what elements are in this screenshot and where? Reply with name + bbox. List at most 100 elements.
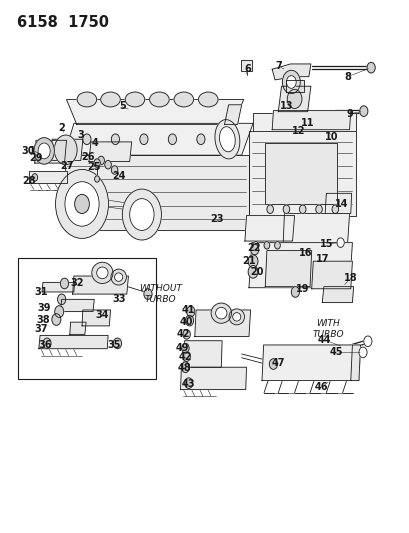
Polygon shape	[35, 140, 66, 163]
Text: 23: 23	[210, 214, 223, 224]
Circle shape	[144, 289, 152, 300]
Ellipse shape	[229, 309, 244, 325]
Circle shape	[181, 343, 189, 353]
Ellipse shape	[77, 92, 97, 107]
Text: 6: 6	[244, 64, 251, 74]
Text: 9: 9	[345, 109, 352, 119]
Circle shape	[105, 160, 111, 169]
Ellipse shape	[219, 127, 235, 152]
Text: 7: 7	[274, 61, 281, 71]
Circle shape	[55, 169, 108, 238]
Circle shape	[111, 166, 117, 174]
Text: 44: 44	[317, 335, 330, 345]
Ellipse shape	[111, 269, 126, 285]
Bar	[18, 258, 156, 379]
Circle shape	[74, 195, 89, 214]
Text: 34: 34	[95, 310, 109, 320]
Text: 29: 29	[29, 154, 43, 163]
Bar	[265, 143, 336, 204]
Text: WITH
TURBO: WITH TURBO	[311, 319, 343, 339]
Polygon shape	[29, 171, 67, 183]
Circle shape	[287, 90, 301, 109]
Polygon shape	[261, 345, 360, 381]
Circle shape	[252, 241, 258, 249]
Polygon shape	[64, 123, 252, 155]
Circle shape	[52, 314, 61, 325]
Polygon shape	[252, 113, 355, 131]
Text: 42: 42	[178, 352, 192, 361]
Polygon shape	[248, 131, 355, 216]
Ellipse shape	[149, 92, 169, 107]
Circle shape	[250, 244, 258, 255]
Polygon shape	[321, 287, 353, 303]
Circle shape	[274, 241, 280, 249]
Polygon shape	[248, 243, 352, 288]
Polygon shape	[194, 310, 250, 336]
Circle shape	[181, 362, 189, 373]
Circle shape	[38, 143, 50, 159]
Polygon shape	[39, 335, 108, 349]
Circle shape	[122, 189, 161, 240]
Circle shape	[57, 294, 65, 305]
Text: 5: 5	[119, 101, 126, 111]
Text: 32: 32	[70, 278, 83, 288]
Ellipse shape	[125, 92, 144, 107]
Circle shape	[263, 241, 269, 249]
Text: 42: 42	[177, 329, 190, 340]
Circle shape	[94, 176, 99, 182]
Ellipse shape	[214, 119, 239, 159]
Text: 19: 19	[295, 284, 309, 294]
Polygon shape	[265, 251, 311, 287]
Ellipse shape	[101, 92, 120, 107]
Circle shape	[54, 306, 63, 317]
Text: 11: 11	[300, 118, 314, 128]
Text: 39: 39	[37, 303, 51, 313]
Polygon shape	[244, 216, 294, 241]
Text: 22: 22	[247, 243, 260, 253]
Circle shape	[366, 62, 374, 73]
Text: 41: 41	[181, 305, 194, 315]
Text: 8: 8	[343, 71, 350, 82]
Circle shape	[247, 255, 257, 268]
Text: 18: 18	[343, 273, 357, 283]
Text: 26: 26	[81, 152, 94, 162]
Text: 40: 40	[180, 317, 193, 327]
Polygon shape	[72, 276, 128, 294]
Circle shape	[168, 134, 176, 144]
Circle shape	[139, 134, 148, 144]
Text: 35: 35	[108, 340, 121, 350]
Circle shape	[186, 306, 194, 317]
Text: WITHOUT
TURBO: WITHOUT TURBO	[138, 285, 181, 304]
Circle shape	[315, 205, 321, 214]
Text: 14: 14	[334, 199, 347, 209]
Text: 30: 30	[21, 146, 34, 156]
Circle shape	[185, 316, 193, 326]
Ellipse shape	[174, 92, 193, 107]
Polygon shape	[272, 111, 350, 130]
Text: 36: 36	[38, 340, 52, 350]
Polygon shape	[89, 142, 131, 161]
Circle shape	[83, 134, 91, 144]
Text: 12: 12	[291, 126, 305, 136]
Circle shape	[247, 265, 257, 278]
Polygon shape	[272, 64, 310, 80]
Circle shape	[65, 182, 99, 226]
Circle shape	[196, 134, 204, 144]
Circle shape	[291, 287, 299, 297]
Circle shape	[60, 278, 68, 289]
Bar	[240, 60, 252, 71]
Circle shape	[299, 205, 305, 214]
Text: 47: 47	[271, 358, 284, 368]
Polygon shape	[278, 86, 310, 112]
Polygon shape	[50, 139, 83, 160]
Ellipse shape	[232, 313, 240, 321]
Polygon shape	[224, 105, 241, 124]
Text: 25: 25	[87, 162, 101, 172]
Circle shape	[113, 338, 121, 349]
Bar	[265, 143, 336, 204]
Circle shape	[184, 378, 192, 389]
Circle shape	[331, 205, 338, 214]
Circle shape	[336, 238, 344, 247]
Ellipse shape	[198, 92, 218, 107]
Circle shape	[266, 205, 273, 214]
